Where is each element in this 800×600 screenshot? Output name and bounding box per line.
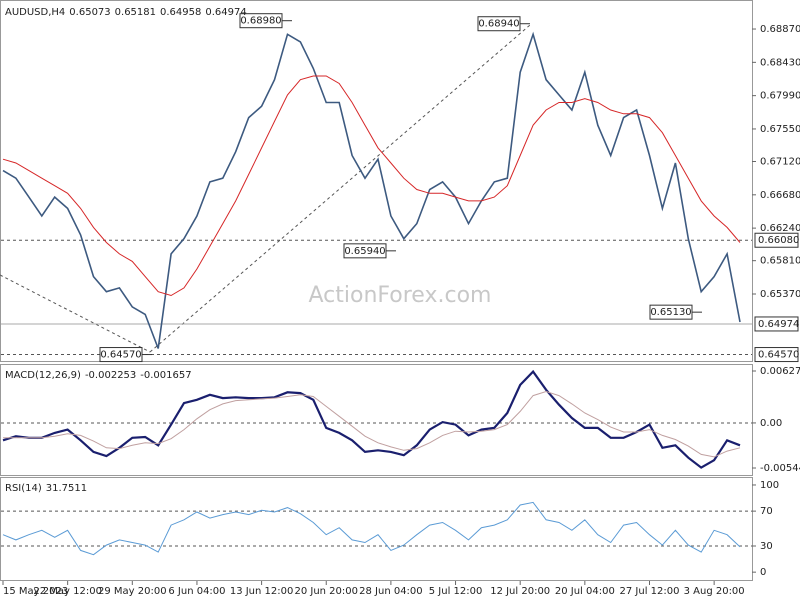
level-label: 0.66080: [758, 235, 799, 246]
series-line: [2, 31, 741, 349]
x-tick-label: 15 May 2023: [3, 586, 68, 597]
y-tick-label: 0.65370: [760, 289, 800, 300]
x-tick-label: 20 Jun 20:00: [294, 586, 358, 597]
pane-title-name: AUDUSD,H4: [5, 7, 65, 18]
price-pane: [0, 0, 753, 362]
y-tick-label: 0.68870: [760, 24, 800, 35]
annotation-label: 0.64570: [100, 350, 141, 361]
pane-title-value: 0.64958: [160, 7, 201, 18]
level-label-box: [754, 347, 799, 363]
x-tick-label: 29 May 20:00: [98, 586, 167, 597]
y-tick-label: 0.67990: [760, 91, 800, 102]
y-tick-label: 100: [760, 480, 779, 491]
series-line: [2, 75, 741, 297]
x-tick-label: 27 Jul 12:00: [620, 586, 680, 597]
pane-title: AUDUSD,H4 0.65073 0.65181 0.64958 0.64974: [5, 7, 247, 18]
pane-title-value: 0.65181: [115, 7, 156, 18]
pane-title-name: MACD(12,26,9): [5, 370, 81, 381]
y-tick-label: 0.66680: [760, 190, 800, 201]
pane-title-name: RSI(14): [5, 483, 42, 494]
rsi-pane: [0, 477, 753, 581]
annotation-label: 0.65130: [650, 307, 691, 318]
series-line: [2, 369, 741, 469]
pane-title-value: 0.65073: [69, 7, 110, 18]
watermark: ActionForex.com: [309, 283, 492, 308]
annotation-box: [649, 304, 693, 320]
x-tick-label: 12 Jul 20:00: [490, 586, 550, 597]
y-tick-label: 0.67120: [760, 157, 800, 168]
annotation-box: [239, 13, 283, 29]
annotation-box: [343, 243, 387, 259]
annotation-label: 0.68980: [240, 16, 281, 27]
pane-title-value: -0.001657: [140, 370, 191, 381]
x-tick-label: 3 Aug 20:00: [684, 586, 745, 597]
annotation-box: [99, 347, 143, 363]
level-label: 0.64570: [758, 350, 799, 361]
series-line: [2, 501, 741, 556]
y-tick-label: 0: [760, 567, 766, 578]
x-tick-label: 22 May 12:00: [33, 586, 102, 597]
x-tick-label: 6 Jun 04:00: [168, 586, 225, 597]
pane-title-value: 31.7511: [46, 483, 87, 494]
y-tick-label: 0.006275: [760, 366, 800, 377]
y-tick-label: 0.68430: [760, 57, 800, 68]
y-tick-label: 0.00: [760, 418, 782, 429]
pane-title-value: 0.64974: [205, 7, 246, 18]
x-tick-label: 13 Jun 12:00: [230, 586, 294, 597]
y-tick-label: 0.67550: [760, 124, 800, 135]
y-tick-label: -0.005446: [760, 463, 800, 474]
annotation-box: [477, 16, 521, 32]
pane-title: RSI(14) 31.7511: [5, 483, 87, 494]
level-label-box: [754, 232, 799, 248]
pane-title: MACD(12,26,9) -0.002253 -0.001657: [5, 370, 192, 381]
trend-line: [0, 274, 151, 353]
annotation-label: 0.68940: [478, 19, 519, 30]
y-tick-label: 0.66240: [760, 223, 800, 234]
level-label-box: [754, 316, 799, 332]
annotation-label: 0.65940: [344, 246, 385, 257]
x-tick-label: 5 Jul 12:00: [429, 586, 483, 597]
y-tick-label: 0.65810: [760, 256, 800, 267]
macd-pane: [0, 364, 753, 476]
y-tick-label: 30: [760, 541, 773, 552]
level-label: 0.64974: [758, 319, 799, 330]
y-tick-label: 70: [760, 506, 773, 517]
pane-title-value: -0.002253: [85, 370, 136, 381]
x-tick-label: 20 Jul 04:00: [555, 586, 615, 597]
x-tick-label: 28 Jun 04:00: [359, 586, 423, 597]
series-line: [3, 390, 741, 458]
